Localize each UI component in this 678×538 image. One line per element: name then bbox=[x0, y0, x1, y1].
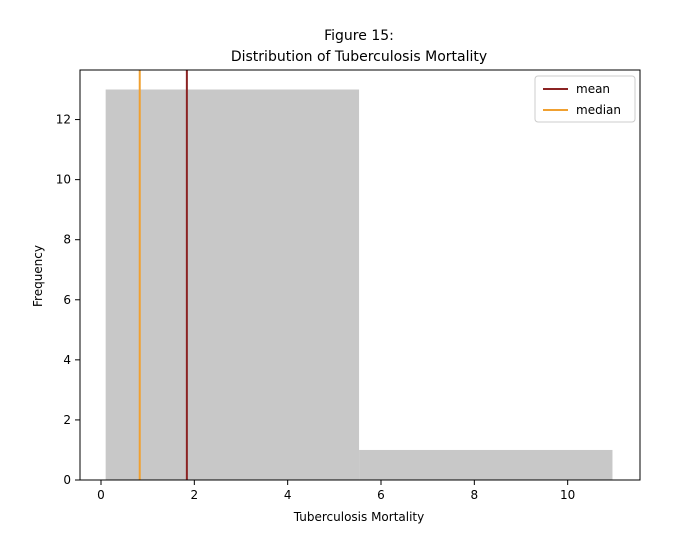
y-tick-label: 2 bbox=[63, 413, 71, 427]
x-tick-label: 8 bbox=[471, 488, 479, 502]
histogram-bar bbox=[105, 89, 360, 481]
histogram-bar bbox=[359, 449, 613, 480]
x-axis-ticks: 0 2 4 6 8 10 bbox=[97, 480, 575, 502]
x-tick-label: 2 bbox=[191, 488, 199, 502]
y-axis-ticks: 0 2 4 6 8 10 12 bbox=[56, 113, 80, 487]
chart-title-line2: Distribution of Tuberculosis Mortality bbox=[231, 49, 487, 65]
chart-title-line1: Figure 15: bbox=[324, 28, 394, 44]
bars-layer bbox=[105, 89, 613, 481]
x-axis-label: Tuberculosis Mortality bbox=[293, 510, 424, 524]
legend: mean median bbox=[534, 75, 636, 123]
y-axis-label: Frequency bbox=[31, 245, 45, 307]
x-tick-label: 10 bbox=[560, 488, 575, 502]
y-tick-label: 6 bbox=[63, 293, 71, 307]
legend-mean-label: mean bbox=[576, 82, 610, 96]
y-tick-label: 4 bbox=[63, 353, 71, 367]
y-tick-label: 12 bbox=[56, 113, 71, 127]
plot-frame bbox=[79, 69, 641, 481]
y-tick-label: 10 bbox=[56, 173, 71, 187]
y-tick-label: 8 bbox=[63, 233, 71, 247]
y-tick-label: 0 bbox=[63, 473, 71, 487]
x-tick-label: 4 bbox=[284, 488, 292, 502]
x-tick-label: 0 bbox=[97, 488, 105, 502]
reference-lines-layer bbox=[138, 70, 188, 480]
x-tick-label: 6 bbox=[377, 488, 385, 502]
legend-median-label: median bbox=[576, 103, 621, 117]
